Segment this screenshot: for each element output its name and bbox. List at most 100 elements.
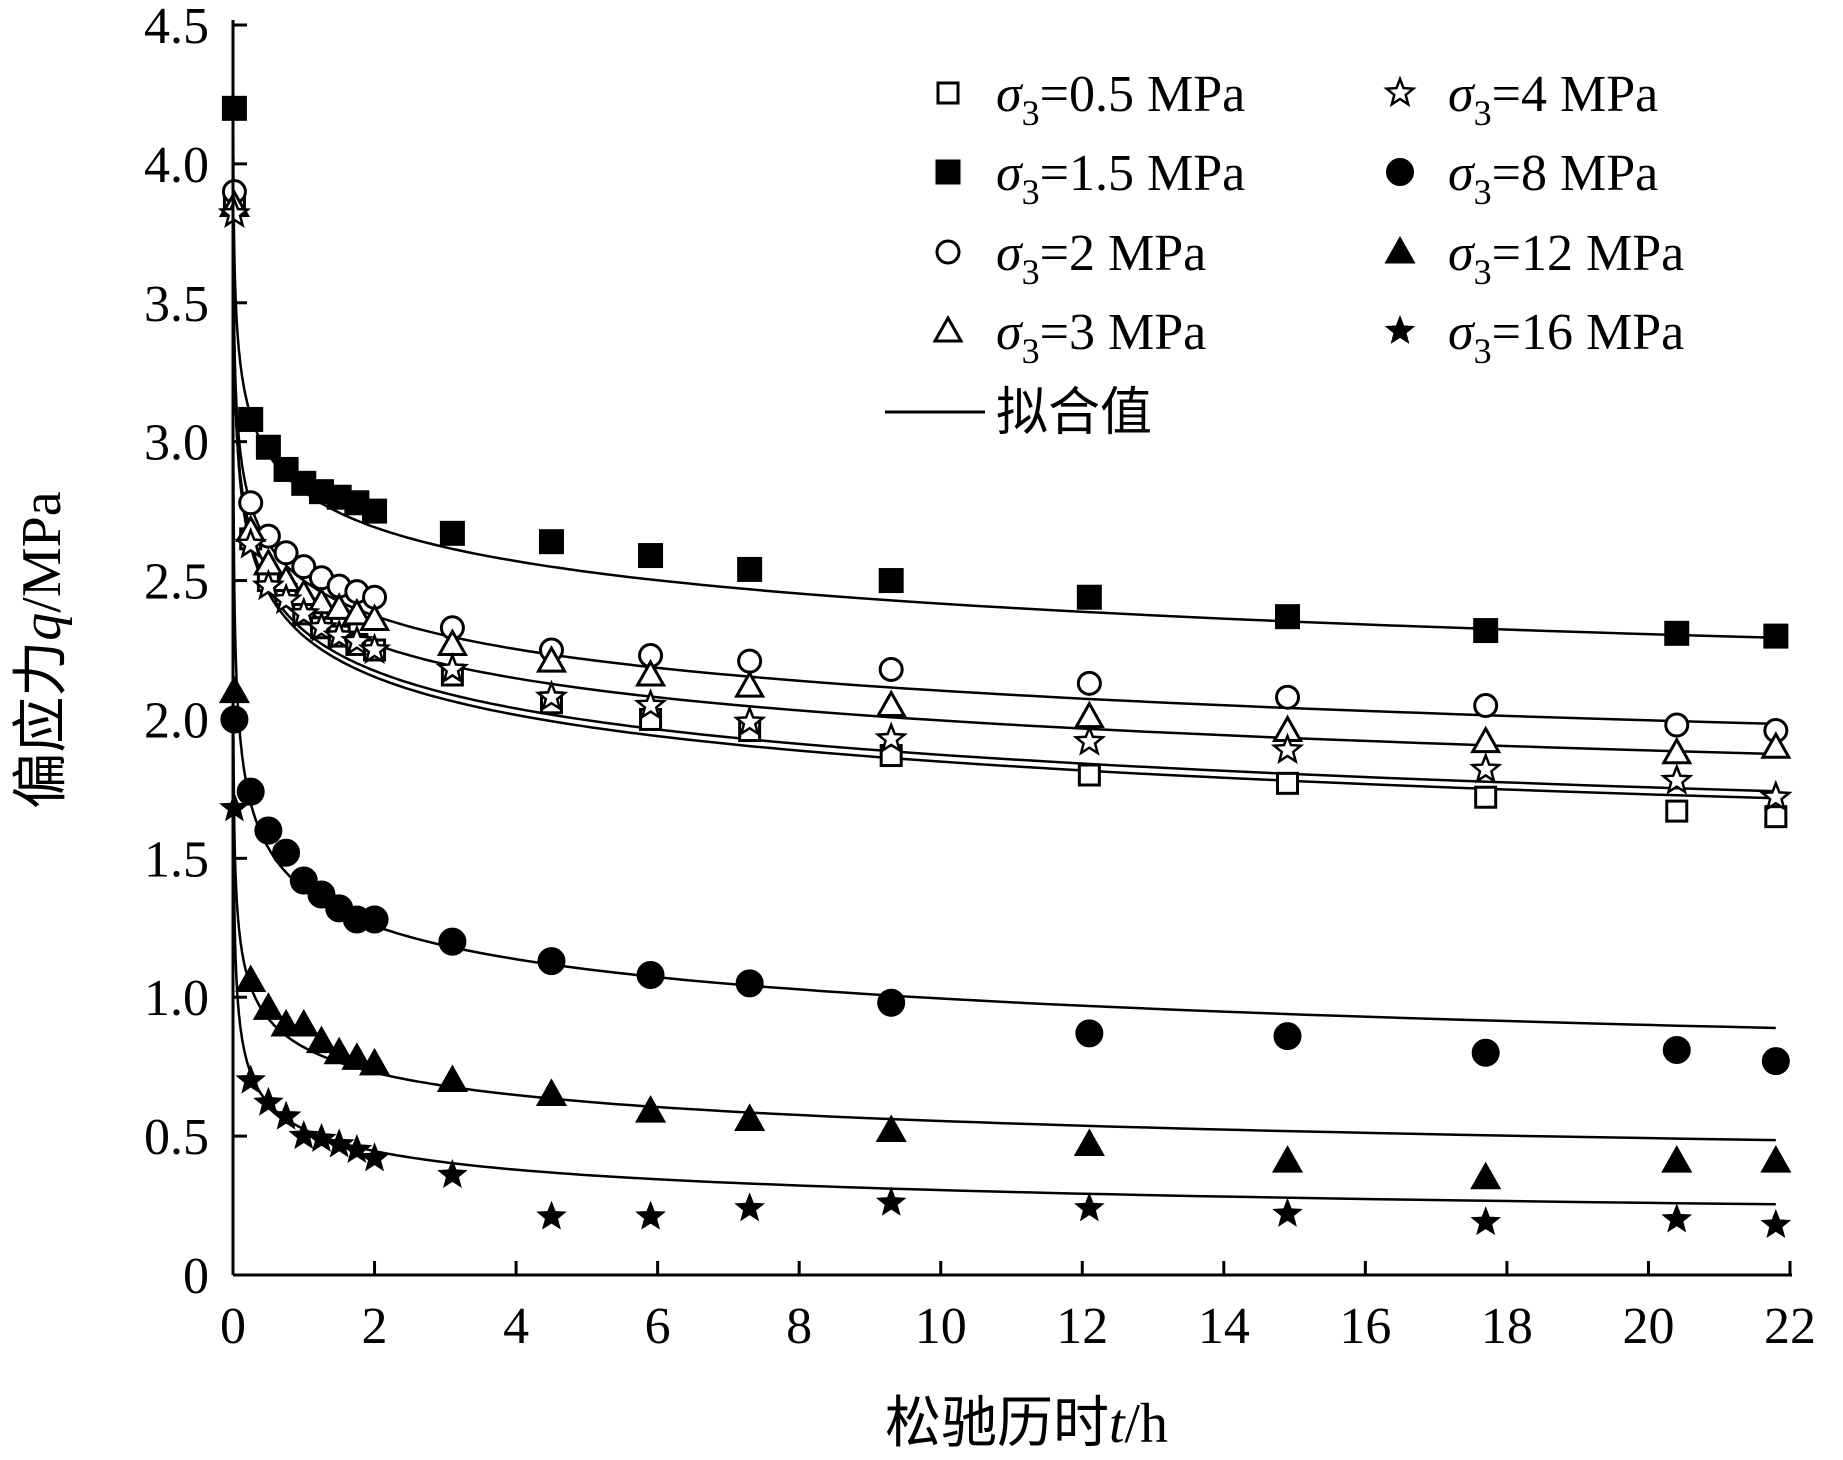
x-tick-label: 12: [1056, 1298, 1108, 1355]
data-point-series-0: [1764, 805, 1788, 829]
data-point-series-7: [235, 1064, 266, 1094]
data-point-series-5: [1471, 1038, 1500, 1067]
legend-entry-label: σ3=0.5 MPa: [996, 66, 1245, 133]
data-point-series-1: [1473, 618, 1499, 644]
data-point-series-0: [1077, 763, 1101, 787]
data-point-series-3: [535, 645, 568, 673]
x-tick-label: 14: [1198, 1298, 1250, 1355]
legend-marker: [1384, 235, 1416, 264]
legend-entry-label: σ3=16 MPa: [1448, 304, 1684, 371]
data-point-series-1: [737, 556, 763, 582]
data-point-series-6: [1760, 1145, 1792, 1173]
data-point-series-5: [236, 777, 265, 806]
data-point-series-6: [1470, 1161, 1502, 1190]
y-tick-label: 2.5: [144, 554, 209, 611]
data-point-series-2: [1473, 693, 1499, 719]
data-point-series-5: [1761, 1047, 1790, 1076]
data-point-series-7: [270, 1100, 302, 1130]
legend-marker: [1383, 75, 1417, 108]
legend-marker: [932, 314, 964, 343]
data-point-series-3: [734, 670, 766, 698]
data-point-series-6: [288, 1008, 320, 1037]
data-point-series-7: [1074, 1192, 1105, 1222]
data-point-series-7: [437, 1158, 468, 1188]
data-point-series-3: [1073, 700, 1105, 729]
y-tick-label: 3.5: [144, 276, 209, 333]
data-point-series-7: [341, 1133, 373, 1163]
data-point-series-6: [734, 1103, 766, 1131]
data-point-series-2: [1664, 712, 1690, 738]
data-point-series-4: [269, 582, 303, 615]
data-point-series-4: [435, 651, 470, 684]
x-tick-label: 10: [915, 1298, 967, 1355]
data-point-series-5: [360, 905, 389, 934]
data-point-series-3: [358, 603, 391, 631]
data-point-series-7: [536, 1200, 567, 1230]
data-point-series-2: [273, 540, 299, 566]
x-tick-label: 6: [645, 1298, 671, 1355]
data-point-series-6: [875, 1114, 907, 1143]
data-point-series-7: [1470, 1206, 1501, 1236]
y-tick-label: 1.5: [144, 831, 209, 888]
data-point-series-4: [1660, 763, 1694, 795]
data-point-series-1: [1664, 620, 1690, 646]
data-point-series-4: [1072, 724, 1107, 756]
y-tick-label: 2.0: [144, 692, 209, 749]
data-point-series-2: [1275, 684, 1301, 710]
legend-entry-label: σ3=2 MPa: [996, 225, 1206, 292]
data-point-series-4: [1270, 732, 1305, 765]
data-point-series-7: [635, 1200, 666, 1230]
data-point-series-3: [341, 597, 373, 626]
data-point-series-5: [636, 961, 665, 989]
data-point-series-6: [634, 1095, 667, 1123]
x-tick-label: 20: [1622, 1298, 1674, 1355]
legend-marker: [936, 81, 960, 105]
data-point-series-3: [1661, 736, 1693, 765]
x-tick-label: 4: [503, 1298, 529, 1355]
legend-marker: [1386, 158, 1414, 186]
y-tick-label: 3.0: [144, 415, 209, 472]
fit-curve-series-0: [232, 195, 1776, 800]
data-point-series-5: [254, 816, 283, 845]
data-point-series-7: [359, 1142, 390, 1172]
legend-entry-label: σ3=12 MPa: [1448, 225, 1684, 292]
data-point-series-7: [288, 1120, 320, 1150]
data-point-series-6: [341, 1042, 373, 1070]
data-point-series-5: [1273, 1022, 1302, 1051]
data-point-series-5: [735, 969, 764, 998]
legend-entry-label: σ3=1.5 MPa: [996, 145, 1245, 212]
x-tick-label: 2: [362, 1298, 388, 1355]
y-tick-label: 1.0: [144, 970, 209, 1027]
data-point-series-7: [734, 1192, 766, 1222]
data-point-series-7: [1272, 1197, 1303, 1227]
x-tick-label: 8: [786, 1298, 812, 1355]
data-point-series-6: [252, 992, 284, 1020]
data-point-series-4: [287, 596, 321, 629]
data-point-series-5: [537, 947, 566, 976]
data-point-series-2: [737, 648, 763, 674]
data-point-series-0: [1474, 785, 1498, 809]
data-point-series-2: [238, 490, 264, 516]
data-point-series-4: [633, 688, 668, 720]
legend-entry-label: σ3=8 MPa: [1448, 145, 1658, 212]
data-point-series-7: [306, 1122, 337, 1152]
x-tick-label: 18: [1481, 1298, 1533, 1355]
data-point-series-5: [877, 988, 906, 1017]
data-point-series-5: [1075, 1019, 1104, 1048]
data-point-series-4: [534, 679, 569, 712]
fit-curve-series-4: [232, 198, 1776, 793]
data-point-series-4: [304, 610, 339, 642]
data-point-series-3: [875, 689, 907, 718]
data-point-series-7: [875, 1186, 907, 1216]
data-point-series-6: [358, 1047, 391, 1076]
data-point-series-7: [253, 1086, 284, 1116]
data-point-series-4: [340, 624, 374, 656]
data-point-series-0: [1276, 771, 1300, 795]
data-point-series-3: [323, 592, 355, 620]
x-axis-title: 松驰历时t/h: [885, 1393, 1168, 1455]
y-tick-label: 0.5: [144, 1109, 209, 1166]
x-tick-label: 16: [1339, 1298, 1391, 1355]
y-axis-title: 偏应力q/MPa: [11, 491, 73, 808]
legend-marker: [935, 159, 961, 185]
